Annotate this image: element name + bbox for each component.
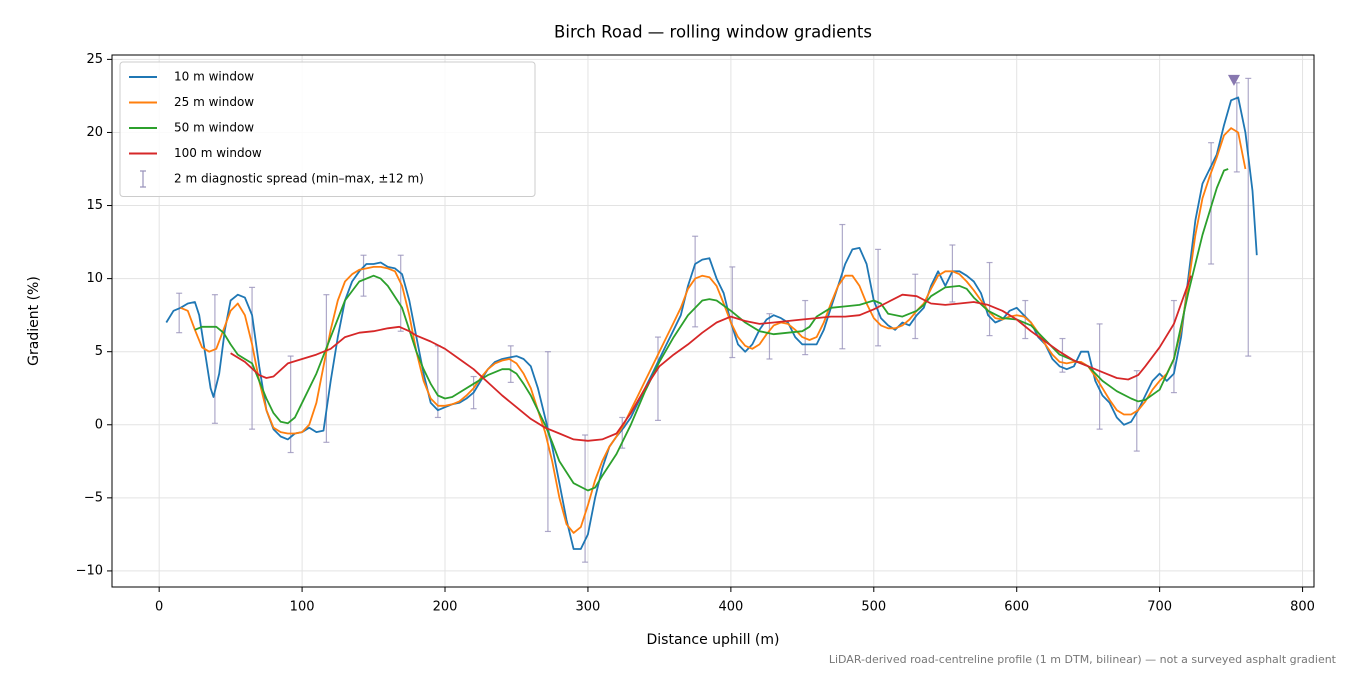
error-bar (839, 223, 846, 350)
error-bar (176, 292, 183, 334)
plot-frame (111, 54, 1315, 588)
error-bar (692, 235, 699, 328)
legend-label: 10 m window (174, 70, 254, 84)
error-bar (1208, 142, 1215, 265)
series-line (194, 168, 1229, 492)
y-tick-label: −5 (84, 490, 103, 505)
y-tick-label: 5 (95, 344, 103, 359)
legend-swatch (140, 170, 146, 188)
error-bar (875, 248, 882, 347)
x-tick-label: 700 (1147, 600, 1172, 615)
error-bar (323, 294, 330, 443)
series-line (230, 275, 1192, 442)
error-bar (507, 345, 514, 383)
x-tick-label: 400 (718, 600, 743, 615)
error-bar (912, 273, 919, 340)
x-tick-label: 800 (1290, 600, 1315, 615)
footnote: LiDAR-derived road-centreline profile (1… (829, 653, 1337, 666)
y-tick-label: 15 (86, 198, 103, 213)
legend-frame (119, 61, 536, 197)
legend-label: 2 m diagnostic spread (min–max, ±12 m) (174, 172, 424, 186)
x-tick-label: 200 (433, 600, 458, 615)
plot-area (165, 74, 1258, 563)
error-bar (1022, 299, 1029, 340)
x-tick-label: 600 (1004, 600, 1029, 615)
x-tick-label: 100 (290, 600, 315, 615)
error-bar (360, 254, 367, 297)
error-bar (1245, 77, 1252, 357)
peak-marker (1227, 74, 1240, 86)
error-bar (654, 336, 661, 421)
y-tick-label: 10 (86, 271, 103, 286)
error-bar (949, 244, 956, 303)
y-tick-label: −10 (76, 563, 103, 578)
chart-title: Birch Road — rolling window gradients (554, 23, 872, 42)
error-bar (249, 286, 256, 430)
legend-label: 50 m window (174, 121, 254, 135)
error-bar (1170, 299, 1177, 394)
error-bar (766, 313, 773, 360)
x-tick-label: 300 (576, 600, 601, 615)
x-tick-label: 500 (861, 600, 886, 615)
error-bar (986, 261, 993, 337)
y-axis-label: Gradient (%) (26, 276, 42, 366)
series-line (180, 127, 1247, 534)
x-tick-label: 0 (155, 600, 163, 615)
error-bar (802, 299, 809, 356)
legend-label: 25 m window (174, 95, 254, 109)
y-tick-label: 20 (86, 125, 103, 140)
y-tick-label: 25 (86, 52, 103, 67)
x-axis-label: Distance uphill (m) (647, 632, 780, 648)
error-bar (397, 254, 404, 332)
legend-label: 100 m window (174, 146, 262, 160)
error-bar (211, 294, 218, 424)
y-tick-label: 0 (95, 417, 103, 432)
legend: 10 m window 25 m window 50 m window 100 m w… (119, 61, 536, 197)
error-bar (1096, 323, 1103, 430)
